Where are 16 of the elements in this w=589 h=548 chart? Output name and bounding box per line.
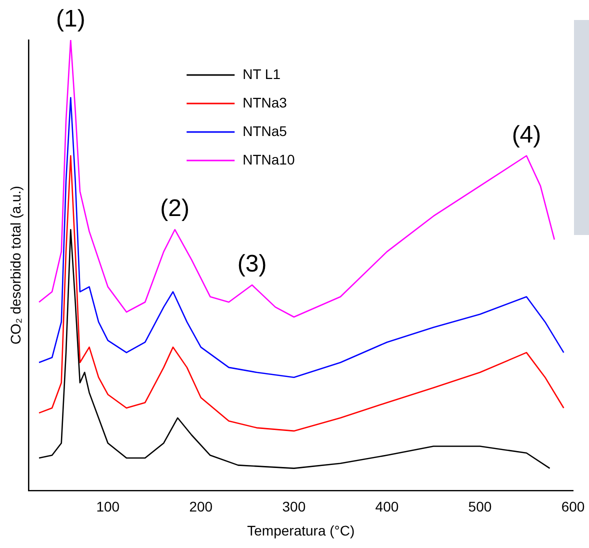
annotation: (4) bbox=[512, 121, 542, 148]
annotation: (1) bbox=[56, 6, 86, 33]
x-tick-label: 100 bbox=[96, 498, 120, 515]
annotation: (2) bbox=[160, 195, 190, 222]
x-tick-label: 500 bbox=[468, 498, 492, 515]
x-tick-label: 200 bbox=[189, 498, 213, 515]
annotation: (3) bbox=[237, 250, 267, 278]
legend-label: NTNa10 bbox=[242, 151, 295, 168]
x-tick-label: 600 bbox=[561, 498, 585, 515]
legend-label: NT L1 bbox=[242, 66, 281, 82]
legend-label: NTNa5 bbox=[242, 122, 288, 139]
x-tick-label: 400 bbox=[375, 498, 399, 515]
x-axis-title: Temperatura (°C) bbox=[247, 522, 355, 538]
y-axis-title: CO₂ desorbido total (a.u.) bbox=[7, 186, 24, 345]
legend-label: NTNa3 bbox=[242, 94, 288, 110]
x-tick-label: 300 bbox=[282, 498, 306, 515]
